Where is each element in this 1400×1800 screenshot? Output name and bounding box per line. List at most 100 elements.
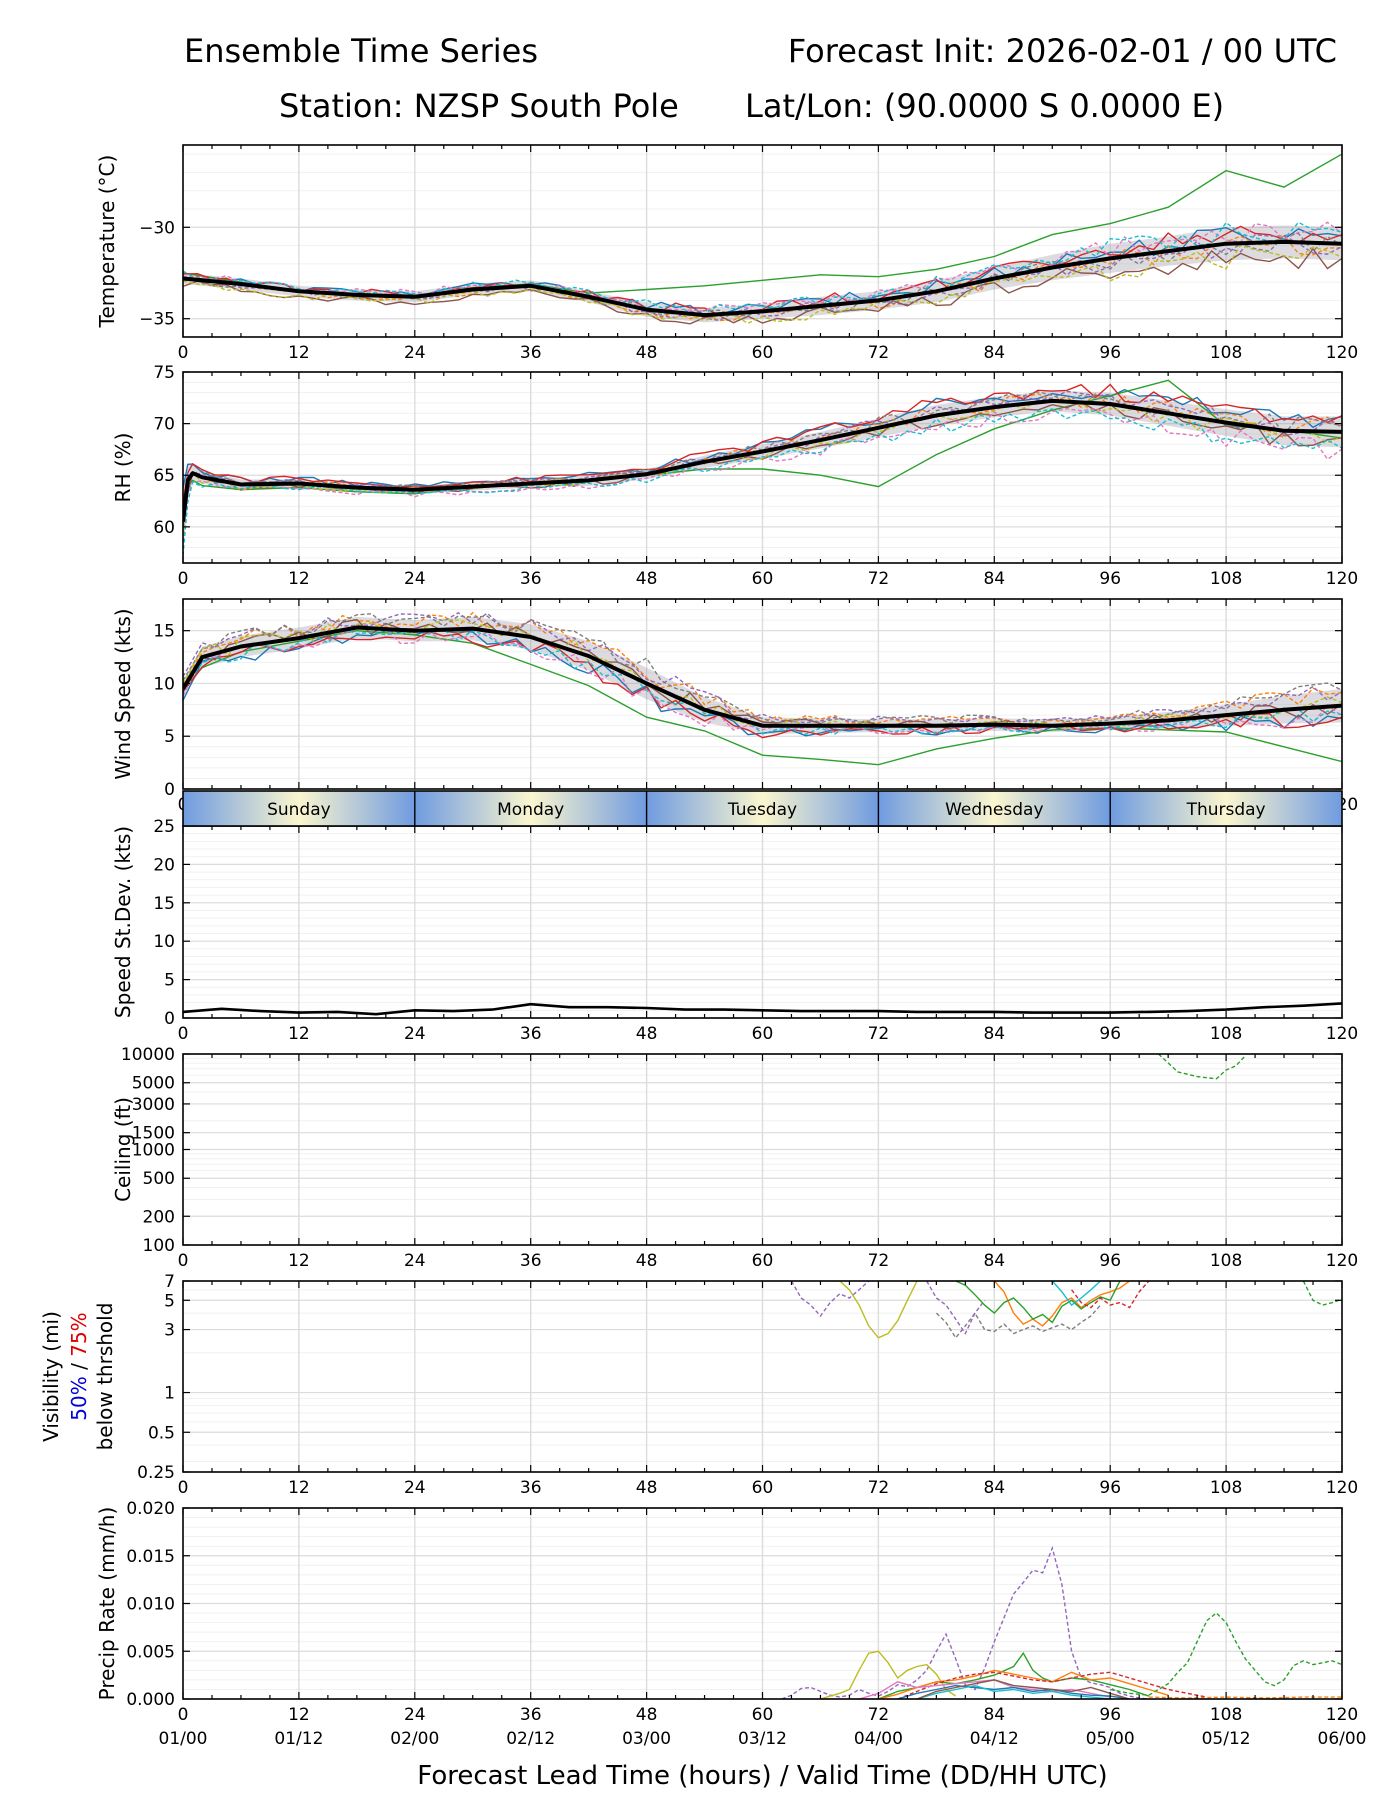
precip-series-line-9	[916, 1679, 1130, 1699]
day-band: Sunday Monday Tuesday Wednesday Thursday	[182, 790, 1343, 827]
vis-threshold-label: 50% / 75%	[67, 1312, 91, 1420]
precip-x-tick-label: 24	[404, 1705, 426, 1725]
temp-ylabel: Temperature (°C)	[95, 155, 119, 329]
rh-ensemble-mean-line	[183, 398, 1342, 522]
day-cell-thursday	[1110, 791, 1342, 826]
precip-series-line-4	[878, 1669, 1169, 1699]
rh-y-tick-label: 60	[153, 518, 175, 538]
precip-series-line-1	[781, 1545, 1149, 1699]
vis-y-tick-label: 0.25	[137, 1463, 175, 1483]
vis-y-tick-label: 1	[164, 1384, 175, 1404]
ceiling-y-tick-label: 10000	[121, 1045, 175, 1065]
rh-member-line-3	[183, 379, 1342, 522]
wind-data	[183, 611, 1342, 766]
wind-member-line-10	[183, 627, 1342, 736]
day-cell-monday	[414, 791, 647, 826]
panel-vis: 0 12 24 36 48 60 72 84 96 108 120 0.25 0.5 1 3 57 Visibi…	[39, 1272, 1358, 1498]
precip-x-tick-label: 84	[983, 1705, 1005, 1725]
day-label-monday: Monday	[497, 800, 564, 820]
wind-member-line-8	[183, 613, 1342, 725]
precip-y-tick-label: 0.015	[126, 1547, 175, 1567]
ceiling-x-tick-label: 120	[1326, 1251, 1358, 1271]
rh-ylabel: RH (%)	[111, 433, 135, 503]
wind-member-line-6	[183, 618, 1342, 731]
wind-y-tick-label: 10	[153, 674, 175, 694]
temp-x-tick-label: 120	[1326, 343, 1358, 363]
sdev-y-tick-label: 20	[153, 855, 175, 875]
precip-ylabel: Precip Rate (mm/h)	[95, 1507, 119, 1701]
rh-x-tick-label: 108	[1210, 569, 1242, 589]
vis-x-tick-label: 72	[868, 1478, 890, 1498]
precip-series-line-10	[1110, 1612, 1342, 1696]
rh-member-line-7	[183, 407, 1342, 542]
vis-x-tick-label: 48	[636, 1478, 658, 1498]
temp-data	[183, 153, 1342, 325]
ceiling-data	[1158, 1054, 1246, 1080]
temp-x-tick-label: 60	[752, 343, 774, 363]
threshold-separator: /	[67, 1357, 91, 1376]
valid-time-label: 06/00	[1318, 1729, 1367, 1749]
ceiling-x-tick-label: 12	[288, 1251, 310, 1271]
panel-wind: 01224364860728496108120051015Wind Speed …	[111, 598, 1358, 815]
sdev-ylabel: Speed St.Dev. (kts)	[111, 826, 135, 1018]
valid-time-label: 01/00	[159, 1729, 208, 1749]
temp-member-line-2	[183, 234, 1342, 322]
valid-time-label: 02/00	[390, 1729, 439, 1749]
vis-x-tick-label: 96	[1099, 1478, 1121, 1498]
vis-y-tick-label: 3	[164, 1321, 175, 1341]
vis-series-line-2	[839, 1281, 918, 1339]
vis-series-line-4	[926, 1281, 986, 1335]
precip-x-tick-label: 96	[1099, 1705, 1121, 1725]
vis-ylabel-line3: below thrshold	[93, 1303, 117, 1451]
precip-x-tick-label: 12	[288, 1705, 310, 1725]
valid-time-label: 04/00	[854, 1729, 903, 1749]
valid-time-label: 05/00	[1086, 1729, 1135, 1749]
temp-x-tick-label: 72	[868, 343, 890, 363]
valid-time-label: 03/00	[622, 1729, 671, 1749]
precip-series-line-8	[916, 1684, 1111, 1699]
ceiling-x-tick-label: 48	[636, 1251, 658, 1271]
temp-x-tick-label: 12	[288, 343, 310, 363]
precip-series-line-7	[897, 1684, 1130, 1699]
valid-time-label: 05/12	[1202, 1729, 1251, 1749]
ceiling-x-tick-label: 108	[1210, 1251, 1242, 1271]
wind-spread-band	[183, 616, 1342, 735]
ceiling-y-tick-label: 1500	[132, 1124, 175, 1144]
precip-y-tick-label: 0.005	[126, 1642, 175, 1662]
ceiling-x-tick-label: 24	[404, 1251, 426, 1271]
rh-y-tick-label: 70	[153, 415, 175, 435]
ceiling-y-tick-label: 500	[143, 1169, 175, 1189]
temp-ensemble-mean-line	[183, 239, 1342, 318]
sdev-y-tick-label: 25	[153, 817, 175, 837]
day-cell-tuesday	[646, 791, 879, 826]
day-cell-wednesday	[878, 791, 1111, 826]
x-axis-title: Forecast Lead Time (hours) / Valid Time …	[417, 1761, 1107, 1791]
vis-series-line-9	[1302, 1281, 1342, 1306]
valid-time-label: 03/12	[738, 1729, 787, 1749]
ceiling-y-tick-label: 5000	[132, 1074, 175, 1094]
sdev-x-tick-label: 36	[520, 1024, 542, 1044]
chart-title: Ensemble Time Series	[184, 32, 538, 70]
station-latlon: Lat/Lon: (90.0000 S 0.0000 E)	[745, 87, 1225, 125]
day-label-sunday: Sunday	[267, 800, 331, 820]
vis-x-tick-label: 108	[1210, 1478, 1242, 1498]
temp-x-tick-label: 0	[178, 343, 189, 363]
valid-time-label: 01/12	[274, 1729, 323, 1749]
precip-x-tick-label: 120	[1326, 1705, 1358, 1725]
temp-y-tick-label: −30	[139, 218, 175, 238]
vis-ylabel: Visibility (mi)	[39, 1311, 63, 1442]
ceiling-x-tick-label: 84	[983, 1251, 1005, 1271]
ceiling-x-tick-label: 72	[868, 1251, 890, 1271]
sdev-x-tick-label: 12	[288, 1024, 310, 1044]
valid-time-label: 02/12	[506, 1729, 555, 1749]
vis-x-tick-label: 36	[520, 1478, 542, 1498]
rh-y-tick-label: 65	[153, 466, 175, 486]
ceiling-series-line-1	[1158, 1054, 1246, 1080]
ceiling-x-tick-label: 36	[520, 1251, 542, 1271]
vis-series-line-3	[935, 1304, 1102, 1340]
temp-spread-band	[183, 225, 1342, 323]
sdev-x-tick-label: 84	[983, 1024, 1005, 1044]
precip-y-tick-label: 0.000	[126, 1690, 175, 1710]
panel-ceiling: 0 12 24 36 48 60 72 84 96 108 120 100 200 500 10001500…	[111, 1045, 1358, 1271]
sdev-x-tick-label: 60	[752, 1024, 774, 1044]
